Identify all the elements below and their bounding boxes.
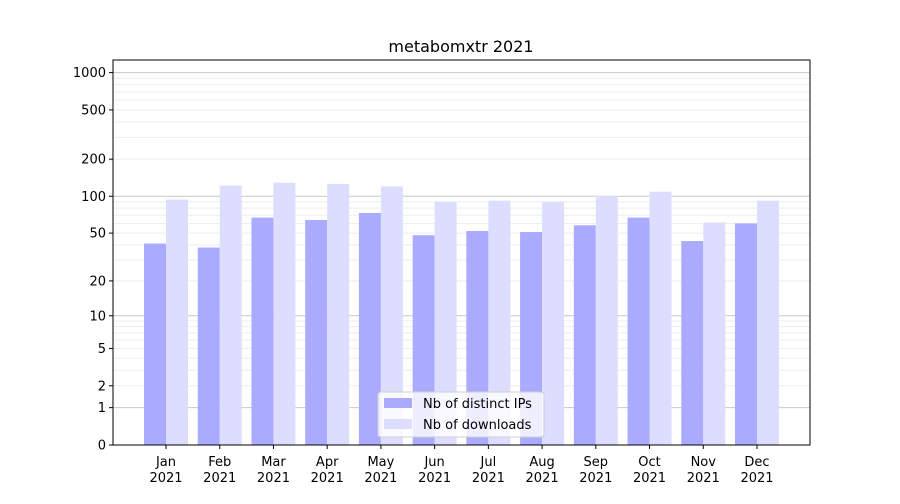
legend-swatch — [384, 398, 412, 408]
bar-distinct-ips — [358, 213, 381, 445]
y-tick-label: 1 — [98, 401, 106, 416]
bar-downloads — [488, 200, 511, 445]
bar-distinct-ips — [144, 243, 166, 445]
bar-downloads — [219, 185, 242, 446]
y-tick-label: 1000 — [73, 66, 106, 81]
y-tick-label: 10 — [89, 309, 106, 324]
bar-downloads — [542, 201, 565, 445]
bar-downloads — [273, 182, 296, 445]
legend-swatch — [384, 419, 412, 429]
x-tick-label: Sep 2021 — [579, 455, 612, 486]
legend-label: Nb of downloads — [423, 418, 532, 433]
legend: Nb of distinct IPs Nb of downloads — [377, 391, 545, 438]
y-tick-label: 5 — [98, 342, 106, 357]
x-tick-label: Oct 2021 — [633, 455, 666, 486]
x-tick-label: Aug 2021 — [526, 455, 559, 486]
y-tick-label: 100 — [81, 190, 106, 205]
y-tick-label: 2 — [98, 379, 106, 394]
bar-downloads — [757, 200, 779, 445]
x-tick-label: Dec 2021 — [740, 455, 773, 486]
bar-distinct-ips — [681, 241, 704, 445]
bar-distinct-ips — [627, 217, 650, 445]
x-tick-label: Jun 2021 — [418, 455, 451, 486]
x-tick-label: Jul 2021 — [472, 455, 505, 486]
y-tick-label: 50 — [89, 227, 106, 242]
y-tick-label: 200 — [81, 153, 106, 168]
plot-frame — [112, 59, 811, 446]
bar-distinct-ips — [251, 217, 274, 445]
bar-distinct-ips — [305, 220, 328, 445]
bar-distinct-ips — [735, 223, 757, 445]
x-tick-label: Feb 2021 — [203, 455, 236, 486]
legend-box — [377, 391, 545, 438]
bar-distinct-ips — [573, 225, 596, 445]
bar-downloads — [595, 195, 618, 445]
x-tick-label: May 2021 — [364, 455, 397, 486]
x-tick-label: Nov 2021 — [687, 455, 720, 486]
y-tick-label: 500 — [81, 103, 106, 118]
chart-title: metabomxtr 2021 — [388, 37, 533, 56]
bar-downloads — [434, 201, 457, 445]
bar-downloads — [703, 222, 726, 445]
x-tick-label: Mar 2021 — [257, 455, 290, 486]
bar-downloads — [649, 191, 672, 445]
y-tick-label: 20 — [89, 274, 106, 289]
x-tick-label: Jan 2021 — [149, 455, 182, 486]
bar-downloads — [166, 199, 188, 445]
bar-downloads — [327, 183, 350, 445]
x-tick-label: Apr 2021 — [311, 455, 344, 486]
legend-label: Nb of distinct IPs — [423, 397, 532, 412]
bar-distinct-ips — [197, 247, 220, 445]
bar-downloads — [380, 186, 403, 445]
y-tick-label: 0 — [98, 439, 106, 454]
